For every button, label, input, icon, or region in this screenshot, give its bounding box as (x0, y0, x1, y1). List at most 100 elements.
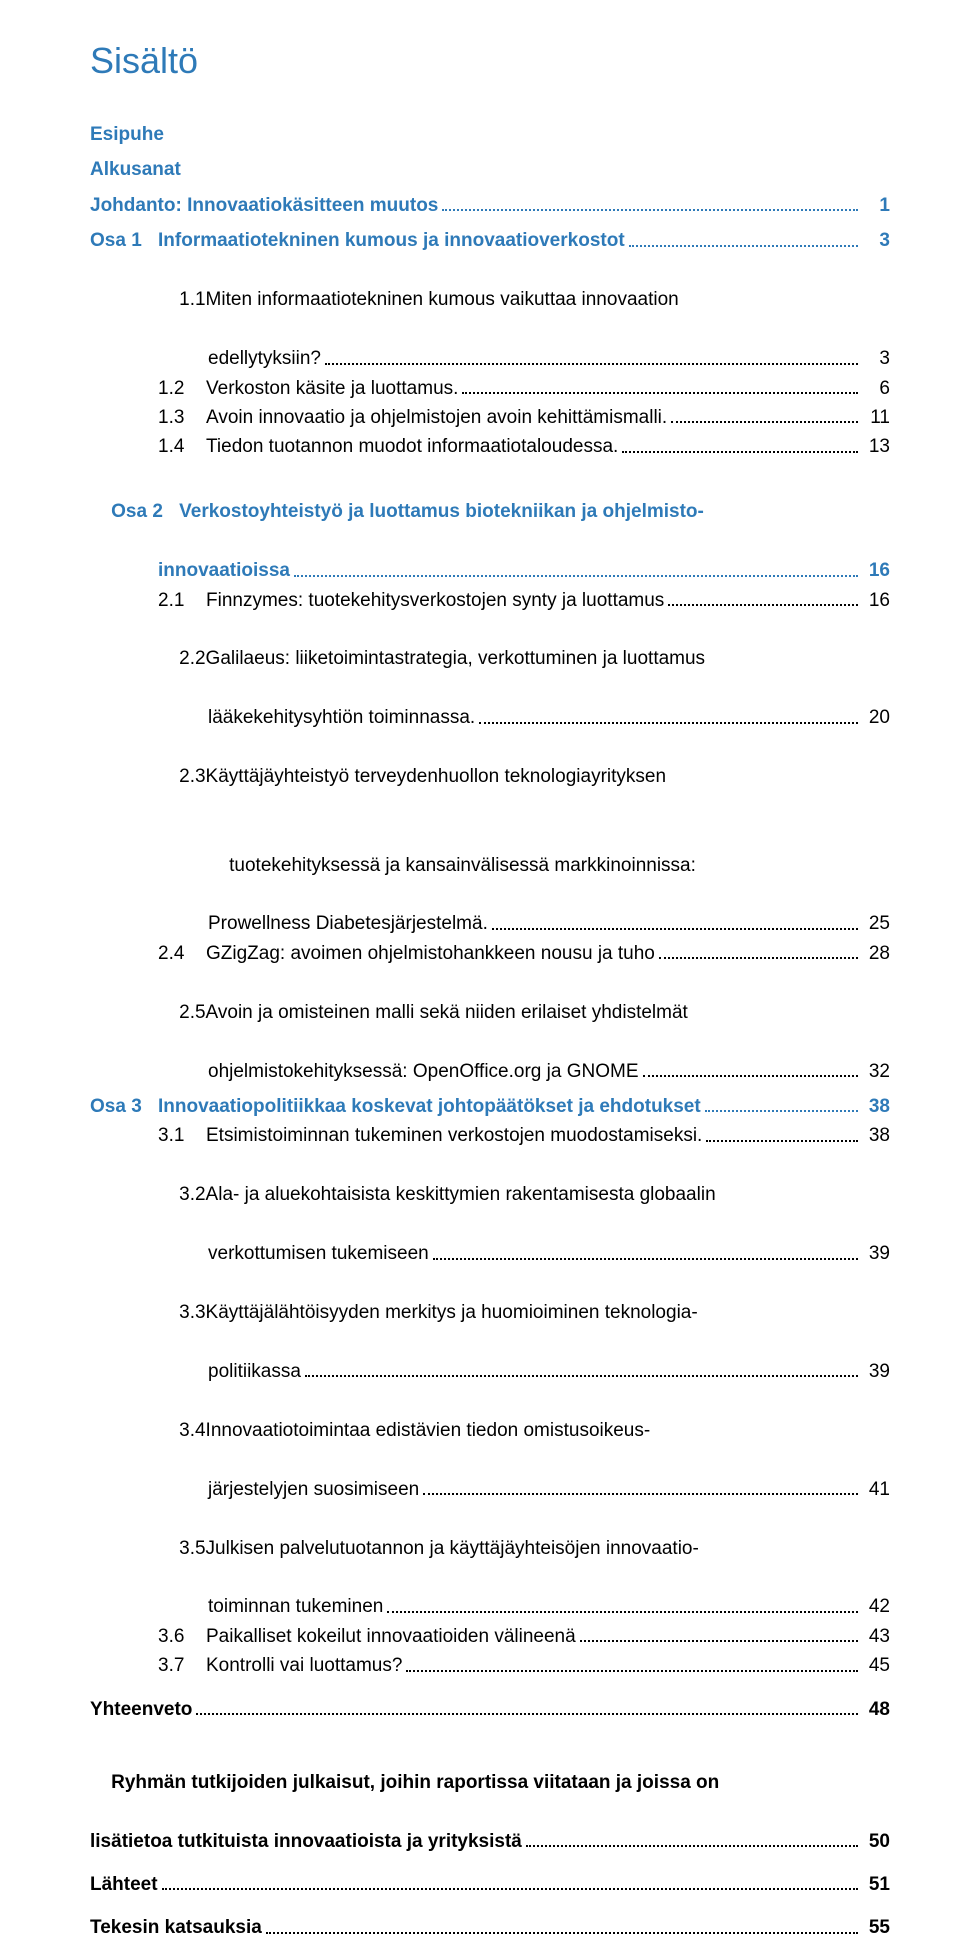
num: 1.3 (158, 403, 206, 432)
toc-alkusanat: Alkusanat (90, 155, 890, 184)
toc-2-3: 2.3Käyttäjäyhteistyö terveydenhuollon te… (90, 733, 890, 821)
dots (162, 1887, 858, 1890)
toc-osa3: Osa 3 Innovaatiopolitiikkaa koskevat joh… (90, 1092, 890, 1121)
dots (325, 362, 858, 365)
toc-1-1-b: edellytyksiin? 3 (90, 344, 890, 373)
toc-2-3-b: tuotekehityksessä ja kansainvälisessä ma… (90, 821, 890, 909)
toc-3-4-b: järjestelyjen suosimiseen 41 (90, 1475, 890, 1504)
toc-yhteenveto: Yhteenveto 48 (90, 1695, 890, 1724)
text: järjestelyjen suosimiseen (208, 1475, 419, 1504)
page: 11 (862, 403, 890, 432)
johdanto-label: Johdanto: Innovaatiokäsitteen muutos (90, 191, 438, 220)
toc-osa1: Osa 1 Informaatiotekninen kumous ja inno… (90, 226, 890, 255)
num: 3.7 (158, 1651, 206, 1680)
num: 2.5 (179, 1002, 205, 1023)
osa3-title: Innovaatiopolitiikkaa koskevat johtopäät… (158, 1092, 701, 1121)
ryhman-page: 50 (862, 1827, 890, 1856)
dots (196, 1712, 858, 1715)
toc-2-5-b: ohjelmistokehityksessä: OpenOffice.org j… (90, 1057, 890, 1086)
page: 13 (862, 432, 890, 461)
text: lääkekehitysyhtiön toiminnassa. (208, 703, 475, 732)
toc-2-2-b: lääkekehitysyhtiön toiminnassa. 20 (90, 703, 890, 732)
alkusanat-label: Alkusanat (90, 155, 181, 184)
ryhman-line2: lisätietoa tutkituista innovaatioista ja… (90, 1827, 522, 1856)
dots (423, 1492, 858, 1495)
num: 3.5 (179, 1538, 205, 1559)
dots (294, 574, 858, 577)
toc-2-4: 2.4 GZigZag: avoimen ohjelmistohankkeen … (90, 939, 890, 968)
text: Käyttäjäyhteistyö terveydenhuollon tekno… (206, 766, 667, 787)
toc-1-3: 1.3 Avoin innovaatio ja ohjelmistojen av… (90, 403, 890, 432)
text: Miten informaatiotekninen kumous vaikutt… (206, 289, 679, 310)
page-title: Sisältö (90, 40, 890, 82)
text: Paikalliset kokeilut innovaatioiden väli… (206, 1622, 576, 1651)
dots (462, 391, 858, 394)
dots (406, 1669, 858, 1672)
yhteenveto-page: 48 (862, 1695, 890, 1724)
toc-3-4: 3.4Innovaatiotoimintaa edistävien tiedon… (90, 1386, 890, 1474)
num: 3.1 (158, 1121, 206, 1150)
osa3-label: Osa 3 (90, 1092, 158, 1121)
text: Etsimistoiminnan tukeminen verkostojen m… (206, 1121, 702, 1150)
num: 2.4 (158, 939, 206, 968)
esipuhe-label: Esipuhe (90, 120, 164, 149)
num: 2.1 (158, 586, 206, 615)
osa2-title2: innovaatioissa (158, 556, 290, 585)
osa2-title1: Verkostoyhteistyö ja luottamus bioteknii… (179, 501, 704, 522)
page: Sisältö Esipuhe Alkusanat Johdanto: Inno… (0, 0, 960, 1242)
text: ohjelmistokehityksessä: OpenOffice.org j… (208, 1057, 639, 1086)
osa2-page: 16 (862, 556, 890, 585)
page: 41 (862, 1475, 890, 1504)
tekesin-label: Tekesin katsauksia (90, 1913, 262, 1942)
num: 2.2 (179, 648, 205, 669)
dots (526, 1844, 858, 1847)
page: 16 (862, 586, 890, 615)
page: 3 (862, 344, 890, 373)
osa1-title: Informaatiotekninen kumous ja innovaatio… (158, 226, 625, 255)
osa1-label: Osa 1 (90, 226, 158, 255)
toc-2-2: 2.2Galilaeus: liiketoimintastrategia, ve… (90, 615, 890, 703)
toc-3-3-b: politiikassa 39 (90, 1357, 890, 1386)
text: Avoin innovaatio ja ohjelmistojen avoin … (206, 403, 667, 432)
toc-lahteet: Lähteet 51 (90, 1870, 890, 1899)
toc-1-2: 1.2 Verkoston käsite ja luottamus. 6 (90, 374, 890, 403)
toc-ryhman-b: lisätietoa tutkituista innovaatioista ja… (90, 1827, 890, 1856)
page: 42 (862, 1592, 890, 1621)
osa3-page: 38 (862, 1092, 890, 1121)
page: 20 (862, 703, 890, 732)
num: 3.2 (179, 1184, 205, 1205)
toc-johdanto: Johdanto: Innovaatiokäsitteen muutos 1 (90, 191, 890, 220)
toc-osa2: Osa 2Verkostoyhteistyö ja luottamus biot… (90, 468, 890, 556)
dots (643, 1074, 859, 1077)
num: 2.3 (179, 766, 205, 787)
yhteenveto-label: Yhteenveto (90, 1695, 192, 1724)
dots (659, 956, 858, 959)
dots (479, 721, 858, 724)
toc-ryhman: Ryhmän tutkijoiden julkaisut, joihin rap… (90, 1738, 890, 1826)
toc-3-2: 3.2Ala- ja aluekohtaisista keskittymien … (90, 1151, 890, 1239)
num: 3.4 (179, 1420, 205, 1441)
text: Kontrolli vai luottamus? (206, 1651, 402, 1680)
dots (705, 1109, 858, 1112)
text: Prowellness Diabetesjärjestelmä. (208, 909, 488, 938)
text: Verkoston käsite ja luottamus. (206, 374, 458, 403)
toc-3-5-b: toiminnan tukeminen 42 (90, 1592, 890, 1621)
text: Tiedon tuotannon muodot informaatiotalou… (206, 432, 618, 461)
dots (622, 450, 858, 453)
osa1-page: 3 (862, 226, 890, 255)
dots (580, 1639, 858, 1642)
johdanto-page: 1 (862, 191, 890, 220)
dots (668, 603, 858, 606)
toc-osa2-b: innovaatioissa 16 (90, 556, 890, 585)
dots (442, 208, 858, 211)
text: Innovaatiotoimintaa edistävien tiedon om… (206, 1420, 651, 1441)
lahteet-label: Lähteet (90, 1870, 158, 1899)
text: Ala- ja aluekohtaisista keskittymien rak… (206, 1184, 716, 1205)
dots (305, 1374, 858, 1377)
text: GZigZag: avoimen ohjelmistohankkeen nous… (206, 939, 655, 968)
toc-1-1: 1.1Miten informaatiotekninen kumous vaik… (90, 256, 890, 344)
page: 38 (862, 1121, 890, 1150)
page: 25 (862, 909, 890, 938)
text: verkottumisen tukemiseen (208, 1239, 429, 1268)
dots (706, 1139, 858, 1142)
